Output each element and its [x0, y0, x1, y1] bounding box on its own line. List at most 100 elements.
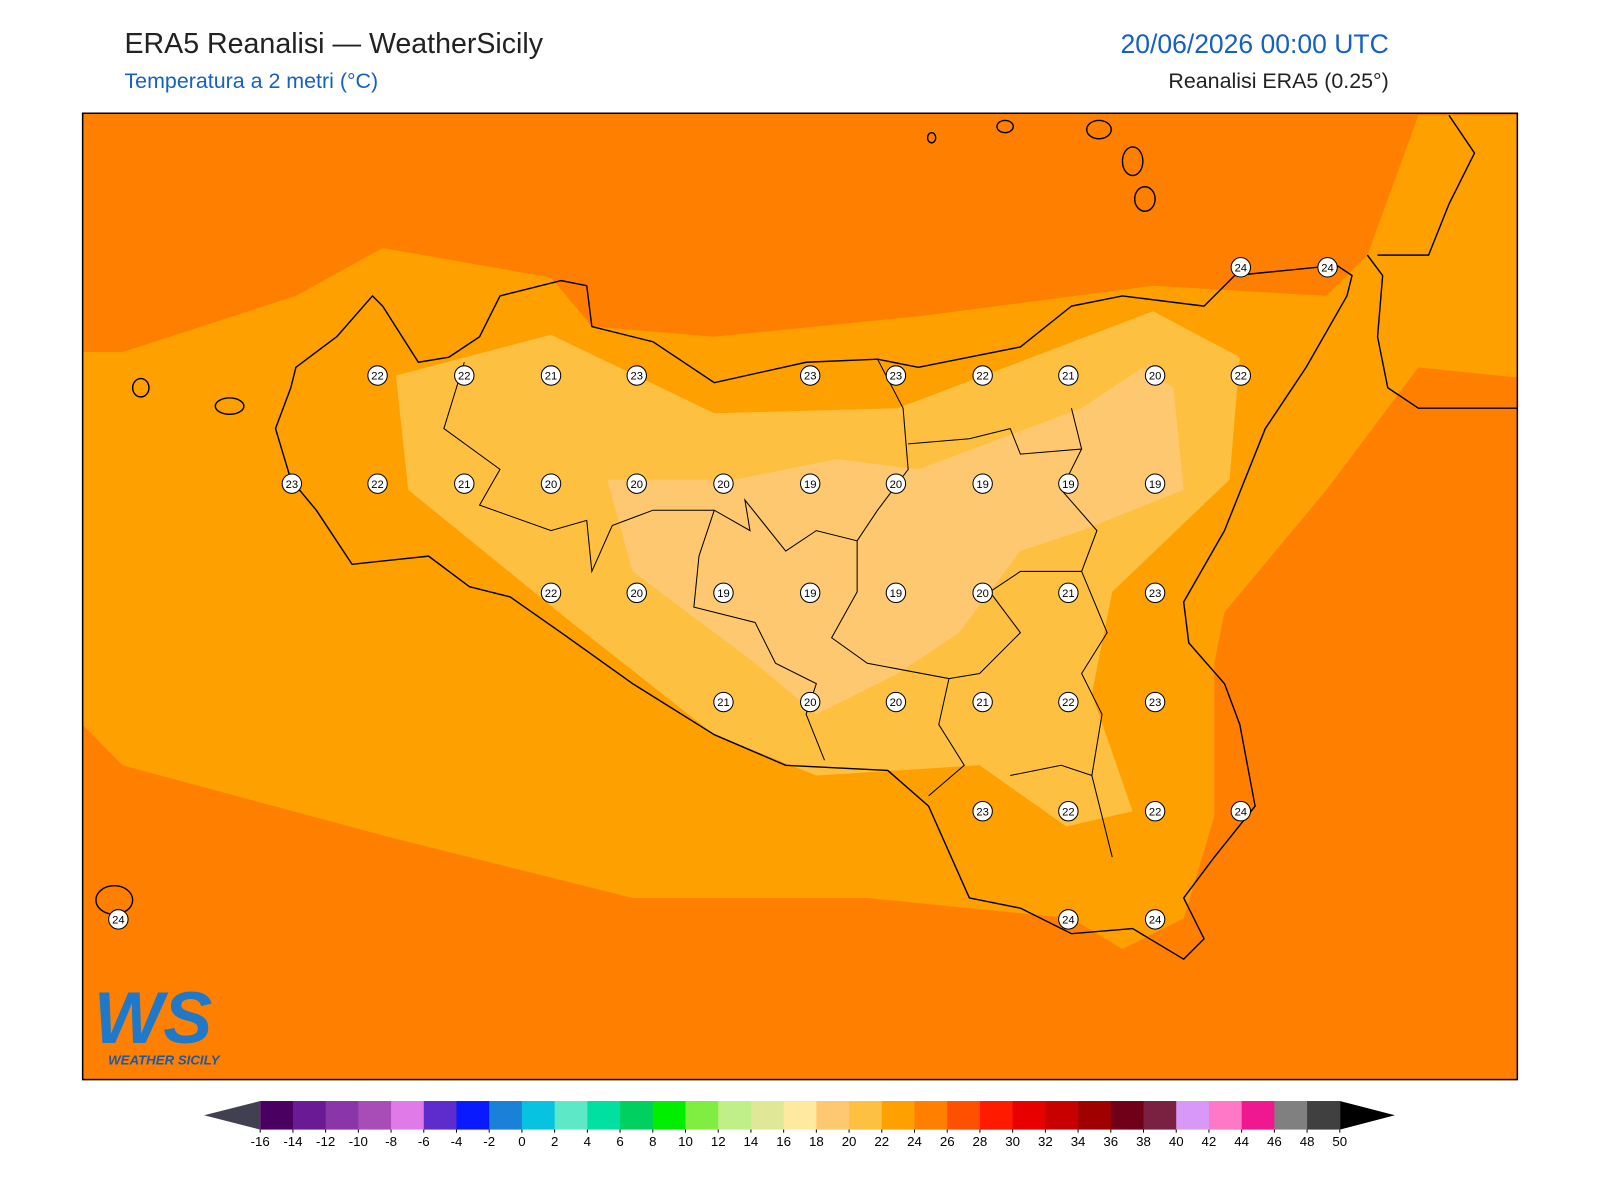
- station-value: 24: [1235, 262, 1247, 274]
- colorbar-tick-label: 42: [1202, 1134, 1217, 1149]
- station-marker: [800, 473, 821, 494]
- station-marker: [800, 691, 821, 713]
- colorbar-bin: [554, 1101, 588, 1130]
- station-value: 20: [630, 479, 642, 491]
- station-marker: [1144, 365, 1166, 386]
- colorbar-tick-label: 22: [874, 1134, 889, 1149]
- colorbar-tick-label: -10: [349, 1134, 368, 1149]
- datetime: 20/06/2026 00:00 UTC: [1120, 29, 1388, 59]
- colorbar-bin: [652, 1101, 687, 1130]
- colorbar-bin: [685, 1101, 719, 1130]
- colorbar-bin: [587, 1101, 621, 1130]
- colorbar-tick-label: 28: [973, 1134, 988, 1149]
- station-value: 21: [1062, 371, 1074, 383]
- station-value: 24: [1235, 806, 1247, 818]
- station-marker: [972, 582, 993, 604]
- station-value: 22: [976, 371, 988, 383]
- island: [214, 397, 245, 415]
- colorbar-bin: [881, 1101, 916, 1130]
- colorbar-tick-label: 20: [842, 1134, 857, 1149]
- source: Reanalisi ERA5 (0.25°): [1168, 69, 1388, 93]
- station-value: 21: [717, 697, 729, 709]
- island: [1121, 146, 1144, 177]
- station-marker: [1144, 582, 1166, 604]
- station-marker: [1144, 473, 1166, 494]
- station-value: 22: [545, 588, 557, 600]
- station-value: 19: [1062, 479, 1074, 491]
- colorbar-tick-label: 32: [1038, 1134, 1053, 1149]
- station-marker: [454, 473, 475, 494]
- colorbar-tick-label: 36: [1103, 1134, 1118, 1149]
- colorbar-tick-label: -16: [251, 1134, 270, 1149]
- station-marker: [885, 691, 907, 713]
- colorbar-tick-label: 0: [518, 1134, 525, 1149]
- station-value: 24: [112, 914, 124, 926]
- colorbar-bin: [1078, 1101, 1112, 1130]
- station-value: 22: [1235, 371, 1247, 383]
- station-marker: [713, 691, 734, 713]
- colorbar-tick-label: 10: [678, 1134, 693, 1149]
- station-marker: [540, 365, 562, 386]
- colorbar-tick-label: -2: [483, 1134, 495, 1149]
- colorbar-tick-label: 4: [584, 1134, 591, 1149]
- station-value: 19: [804, 588, 816, 600]
- colorbar-tick-label: 2: [551, 1134, 558, 1149]
- colorbar-tick-label: -4: [451, 1134, 463, 1149]
- station-marker: [972, 691, 993, 713]
- station-marker: [626, 582, 647, 604]
- colorbar-tick-label: 24: [907, 1134, 922, 1149]
- station-value: 22: [1062, 697, 1074, 709]
- colorbar-bin: [260, 1101, 294, 1130]
- colorbar-bin: [391, 1101, 425, 1130]
- station-value: 20: [976, 588, 988, 600]
- station-value: 20: [545, 479, 557, 491]
- colorbar: -16 -14 -12 -10 -8 -6 -4 -2 0 2 4 6 8 10 12 14 16 18 20 22 2…: [204, 1101, 1395, 1149]
- colorbar-bin: [1241, 1101, 1275, 1130]
- colorbar-bin: [1110, 1101, 1145, 1130]
- station-value: 20: [1149, 371, 1161, 383]
- colorbar-tick-label: 26: [940, 1134, 955, 1149]
- colorbar-bin: [1176, 1101, 1210, 1130]
- colorbar-bin: [1143, 1101, 1177, 1130]
- colorbar-tick-label: -12: [316, 1134, 335, 1149]
- station-value: 21: [976, 697, 988, 709]
- colorbar-under: [204, 1101, 261, 1130]
- station-value: 24: [1149, 914, 1161, 926]
- map-area: 24 24 22 22 21 23 23 23 22 21 20 22 23 22 21 20 20 20 19 20…: [81, 112, 1519, 1081]
- colorbar-bin: [783, 1101, 817, 1130]
- station-marker: [1144, 909, 1166, 930]
- colorbar-tick-label: 46: [1267, 1134, 1282, 1149]
- island: [996, 119, 1014, 134]
- station-value: 21: [1062, 588, 1074, 600]
- colorbar-tick-label: 14: [744, 1134, 759, 1149]
- station-marker: [1058, 473, 1079, 494]
- colorbar-tick-label: -8: [385, 1134, 397, 1149]
- province-borders: [443, 358, 1113, 858]
- colorbar-bin: [423, 1101, 458, 1130]
- colorbar-bin: [718, 1101, 752, 1130]
- station-value: 19: [890, 588, 902, 600]
- station-marker: [972, 473, 993, 494]
- field-18-20: [607, 367, 1184, 715]
- colorbar-tick-label: 40: [1169, 1134, 1184, 1149]
- station-marker: [1144, 801, 1166, 822]
- colorbar-bin: [750, 1101, 785, 1130]
- station-marker: [885, 473, 907, 494]
- station-marker: [800, 582, 821, 604]
- station-value: 23: [1149, 588, 1161, 600]
- station-value: 21: [545, 371, 557, 383]
- station-value: 24: [1062, 914, 1074, 926]
- colorbar-tick-label: 8: [649, 1134, 656, 1149]
- colorbar-bin: [914, 1101, 948, 1130]
- station-value: 20: [804, 697, 816, 709]
- station-marker: [1058, 582, 1079, 604]
- colorbar-bin: [947, 1101, 981, 1130]
- colorbar-bin: [1012, 1101, 1046, 1130]
- colorbar-bin: [521, 1101, 556, 1130]
- station-value: 22: [371, 371, 383, 383]
- station-marker: [367, 473, 388, 494]
- station-value: 23: [976, 806, 988, 818]
- station-marker: [1230, 801, 1252, 822]
